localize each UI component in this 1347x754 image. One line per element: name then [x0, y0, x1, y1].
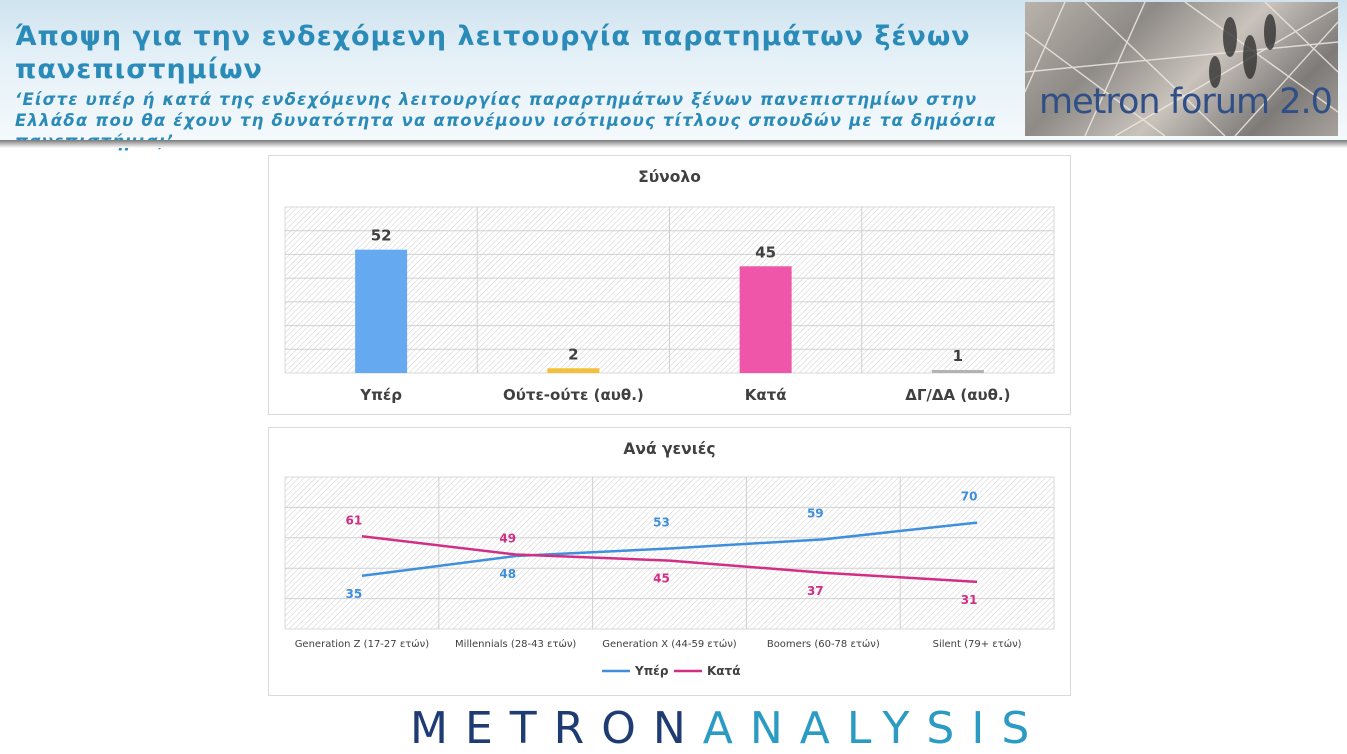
data-label: 61: [346, 513, 363, 527]
data-label: 59: [807, 506, 824, 520]
legend-label: Υπέρ: [634, 664, 669, 678]
category-label: Ούτε-ούτε (αυθ.): [503, 386, 644, 404]
category-label: Κατά: [745, 386, 787, 404]
data-label: 35: [346, 587, 363, 601]
category-label: ΔΓ/ΔΑ (αυθ.): [905, 386, 1010, 404]
bar: [739, 266, 792, 373]
data-label: 31: [961, 593, 978, 607]
category-label: Generation X (44-59 ετών): [602, 638, 737, 650]
bar-chart: 52 Υπέρ 2 Ούτε-ούτε (αυθ.) 45 Κατά 1 ΔΓ/ΔΑ (αυθ…: [284, 206, 1055, 404]
data-label: 49: [499, 532, 516, 546]
logo-background-pattern: [1025, 2, 1338, 136]
category-label: Generation Z (17-27 ετών): [295, 638, 430, 650]
brand-metron: METRON: [410, 703, 703, 754]
line-chart: 35 61 Generation Z (17-27 ετών) 48 49 Millenn…: [284, 476, 1055, 678]
series-line: [361, 535, 978, 584]
bar-value-label: 52: [371, 227, 392, 245]
data-label: 70: [961, 490, 978, 504]
total-chart-panel: Σύνολο 52 Υπέρ 2 Ούτε-ούτε (αυθ.) 45 Κατά 1 ΔΓ/…: [268, 155, 1071, 415]
bar-value-label: 1: [953, 347, 963, 365]
category-label: Silent (79+ ετών): [933, 638, 1022, 650]
category-label: Boomers (60-78 ετών): [767, 638, 880, 650]
bar: [931, 370, 984, 373]
logo-text: metron forum 2.0: [1039, 82, 1333, 122]
category-label: Millennials (28-43 ετών): [455, 638, 576, 650]
bar-value-label: 2: [568, 345, 578, 363]
plot-area: [284, 476, 1055, 630]
total-chart-title: Σύνολο: [638, 168, 701, 186]
header-banner: Άποψη για την ενδεχόμενη λειτουργία παρα…: [0, 0, 1347, 151]
bar: [547, 368, 600, 373]
generations-chart-title: Ανά γενιές: [623, 440, 716, 458]
metron-forum-logo: metron forum 2.0: [1025, 2, 1338, 136]
page-title: Άποψη για την ενδεχόμενη λειτουργία παρα…: [15, 21, 971, 85]
header-shadow: [0, 140, 1347, 148]
bar: [355, 249, 408, 373]
data-label: 45: [653, 572, 670, 586]
metron-analysis-logo: METRONANALYSIS: [410, 703, 1046, 754]
data-label: 37: [807, 584, 824, 598]
data-label: 48: [499, 567, 516, 581]
brand-analysis: ANALYSIS: [702, 703, 1047, 754]
bar-value-label: 45: [755, 243, 776, 261]
data-label: 53: [653, 515, 670, 529]
legend-label: Κατά: [707, 664, 740, 678]
category-label: Υπέρ: [359, 386, 402, 404]
generations-chart-panel: Ανά γενιές 35 61 Generation Z (17-27 ετών)…: [268, 427, 1071, 696]
series-line: [361, 521, 978, 578]
